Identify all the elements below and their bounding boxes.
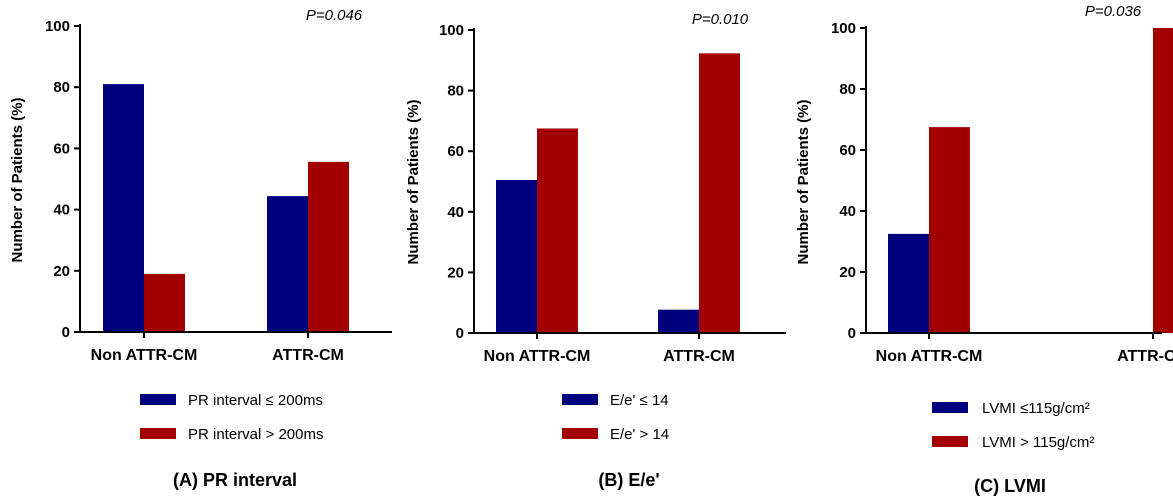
y-tick-label: 20	[447, 264, 464, 281]
y-axis-title: Number of Patients (%)	[795, 99, 812, 264]
y-tick-label: 20	[839, 264, 856, 281]
y-tick-label: 100	[439, 22, 464, 39]
bar-3-red-1	[929, 127, 970, 333]
y-tick-label: 80	[447, 83, 464, 100]
legend-swatch-blue	[562, 394, 598, 405]
legend-swatch-red	[932, 436, 968, 447]
x-category-label: Non ATTR-CM	[876, 348, 983, 365]
bar-2-red-2	[699, 53, 740, 334]
legend-label: E/e' > 14	[610, 426, 669, 443]
x-category-label: ATTR-CM	[272, 347, 344, 364]
y-tick-label: 60	[839, 142, 856, 159]
p-value-annotation: P=0.046	[306, 7, 363, 24]
x-category-label: ATTR-CM	[663, 348, 735, 365]
bar-3-red-2	[1153, 28, 1173, 333]
bar-1-red-2	[308, 161, 349, 332]
y-tick-label: 40	[839, 203, 856, 220]
legend-swatch-blue	[140, 394, 176, 405]
legend-label: PR interval > 200ms	[188, 426, 323, 443]
legend-label: LVMI ≤115g/cm²	[982, 400, 1090, 417]
legend-swatch-red	[140, 428, 176, 439]
bar-3-blue-1	[888, 233, 929, 333]
y-axis-title: Number of Patients (%)	[9, 97, 26, 262]
legend-label: LVMI > 115g/cm²	[982, 434, 1094, 451]
y-tick-label: 80	[53, 79, 70, 96]
panel-caption: (A) PR interval	[173, 470, 297, 490]
bar-1-red-1	[144, 273, 185, 332]
bar-2-red-1	[537, 128, 578, 333]
y-tick-label: 0	[62, 324, 70, 341]
y-tick-label: 80	[839, 81, 856, 98]
y-tick-label: 20	[53, 263, 70, 280]
p-value-annotation: P=0.010	[692, 11, 749, 28]
p-value-annotation: P=0.036	[1085, 3, 1142, 20]
bar-2-blue-1	[496, 179, 537, 333]
y-tick-label: 40	[53, 202, 70, 219]
y-axis-title: Number of Patients (%)	[405, 99, 422, 264]
legend-label: PR interval ≤ 200ms	[188, 392, 323, 409]
y-tick-label: 100	[45, 18, 70, 35]
y-tick-label: 60	[53, 140, 70, 157]
x-category-label: Non ATTR-CM	[91, 347, 198, 364]
x-category-label: Non ATTR-CM	[484, 348, 591, 365]
x-category-label: ATTR-CM	[1117, 348, 1173, 365]
bar-1-blue-1	[103, 84, 144, 332]
y-tick-label: 0	[456, 325, 464, 342]
bar-2-blue-2	[658, 309, 699, 333]
legend-swatch-red	[562, 428, 598, 439]
bar-1-blue-2	[267, 196, 308, 332]
y-tick-label: 100	[831, 20, 856, 37]
legend-swatch-blue	[932, 402, 968, 413]
y-tick-label: 40	[447, 204, 464, 221]
panel-caption: (C) LVMI	[974, 476, 1046, 496]
panel-caption: (B) E/e'	[598, 470, 659, 490]
y-tick-label: 60	[447, 143, 464, 160]
y-tick-label: 0	[848, 325, 856, 342]
legend-label: E/e' ≤ 14	[610, 392, 669, 409]
